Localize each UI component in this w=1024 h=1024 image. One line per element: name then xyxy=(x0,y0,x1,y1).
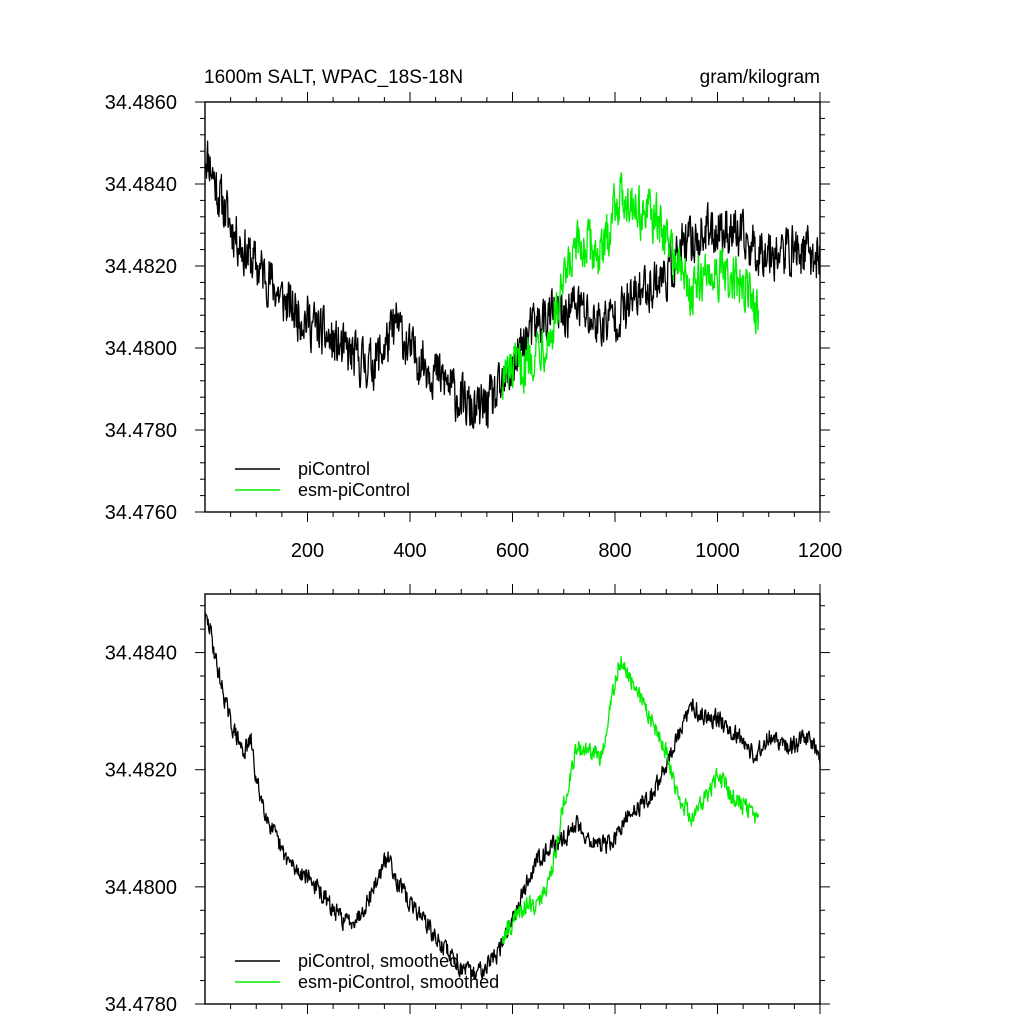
bottom-series-group xyxy=(204,612,821,981)
top-x-tick-label: 800 xyxy=(598,540,631,562)
legend-label-esm-picontrol: esm-piControl xyxy=(298,480,410,500)
chart-title: 1600m SALT, WPAC_18S-18N xyxy=(204,67,463,88)
bottom-y-tick-label: 34.4780 xyxy=(105,994,177,1016)
top-axis-ticks: 34.4760 34.4780 34.4800 34.4820 34.4840 34.48… xyxy=(105,92,843,562)
bottom-y-tick-label: 34.4820 xyxy=(105,760,177,782)
top-series-line-esm-picontrol xyxy=(501,172,760,400)
bottom-legend: piControl, smoothed esm-piControl, smoot… xyxy=(235,951,499,992)
top-x-tick-label: 1200 xyxy=(798,540,843,562)
top-x-tick-label: 600 xyxy=(496,540,529,562)
top-plot-frame xyxy=(204,101,821,513)
top-series-group xyxy=(204,140,821,429)
top-x-tick-label: 1000 xyxy=(695,540,740,562)
legend-label-picontrol: piControl xyxy=(298,459,370,479)
top-y-tick-label: 34.4820 xyxy=(105,256,177,278)
top-x-tick-label: 200 xyxy=(291,540,324,562)
top-legend: piControl esm-piControl xyxy=(235,459,410,500)
top-y-tick-label: 34.4800 xyxy=(105,338,177,360)
bottom-y-tick-label: 34.4840 xyxy=(105,643,177,665)
legend-label-esm-picontrol-smoothed: esm-piControl, smoothed xyxy=(298,972,499,992)
top-y-tick-label: 34.4780 xyxy=(105,420,177,442)
bottom-axis-ticks: 34.4780 34.4800 34.4820 34.4840 xyxy=(105,584,830,1016)
top-y-tick-label: 34.4860 xyxy=(105,92,177,114)
top-series-line-picontrol xyxy=(204,140,821,429)
top-x-tick-label: 400 xyxy=(393,540,426,562)
legend-label-picontrol-smoothed: piControl, smoothed xyxy=(298,951,459,971)
top-y-tick-label: 34.4840 xyxy=(105,174,177,196)
units-label: gram/kilogram xyxy=(700,67,820,88)
bottom-series-line-picontrol-smoothed xyxy=(204,612,821,981)
bottom-series-line-esm-picontrol-smoothed xyxy=(501,656,760,945)
bottom-plot-frame xyxy=(204,593,821,1005)
bottom-panel: 34.4780 34.4800 34.4820 34.4840 piControl, … xyxy=(105,584,830,1016)
bottom-y-tick-label: 34.4800 xyxy=(105,877,177,899)
top-panel: 1600m SALT, WPAC_18S-18N gram/kilogram 3… xyxy=(105,67,843,562)
top-y-tick-label: 34.4760 xyxy=(105,502,177,524)
